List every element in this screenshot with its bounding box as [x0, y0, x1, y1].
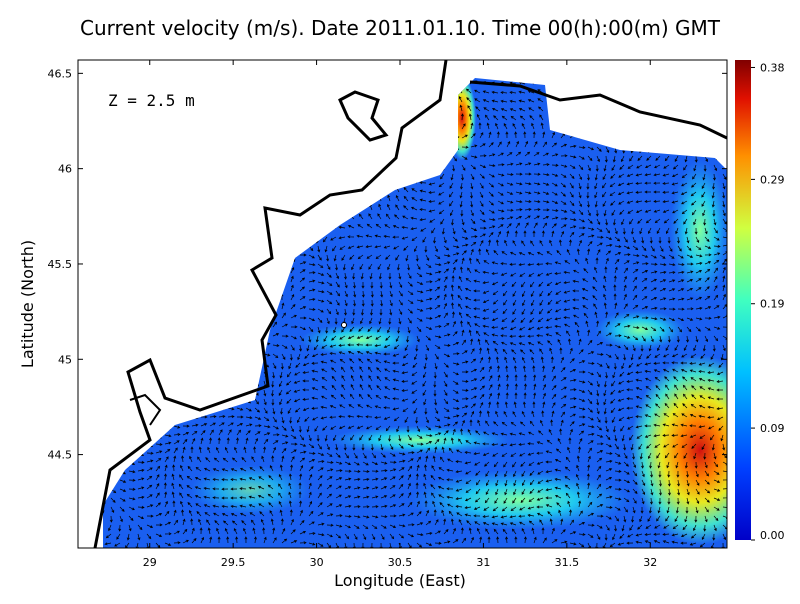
plot-frame: [77, 59, 728, 549]
y-tick-label: 46.5: [48, 67, 73, 80]
y-tick-label: 46: [58, 163, 72, 176]
depth-annotation: Z = 2.5 m: [108, 91, 195, 110]
colorbar: [735, 60, 751, 540]
colorbar-tick-label: 0.19: [760, 298, 785, 311]
speed-patch: [410, 470, 630, 530]
chart-title: Current velocity (m/s). Date 2011.01.10.…: [80, 16, 721, 40]
lagoon-outline: [338, 90, 389, 142]
colorbar-tick-label: 0.00: [760, 529, 785, 542]
speed-patch: [300, 324, 420, 356]
y-tick-label: 45.5: [48, 258, 73, 271]
colorbar-tick-label: 0.09: [760, 422, 785, 435]
speed-patch: [330, 426, 510, 454]
x-tick-label: 29.5: [221, 556, 246, 569]
speed-patch: [670, 160, 727, 300]
y-tick-label: 45: [58, 353, 72, 366]
x-tick-label: 30: [310, 556, 324, 569]
x-axis-label: Longitude (East): [334, 571, 466, 590]
coastline: [469, 80, 727, 140]
coastline: [129, 393, 162, 426]
map-field: [78, 60, 727, 548]
y-tick-label: 44.5: [48, 449, 73, 462]
x-tick-label: 31: [476, 556, 490, 569]
speed-patch: [190, 465, 310, 515]
x-tick-label: 32: [643, 556, 657, 569]
colorbar-tick-label: 0.38: [760, 61, 785, 74]
island: [341, 322, 347, 328]
x-tick-label: 29: [143, 556, 157, 569]
y-axis-label: Latitude (North): [18, 240, 37, 368]
speed-patch: [630, 355, 727, 545]
speed-patch: [595, 310, 685, 350]
x-tick-label: 30.5: [388, 556, 413, 569]
x-tick-label: 31.5: [555, 556, 580, 569]
colorbar-tick-label: 0.29: [760, 173, 785, 186]
